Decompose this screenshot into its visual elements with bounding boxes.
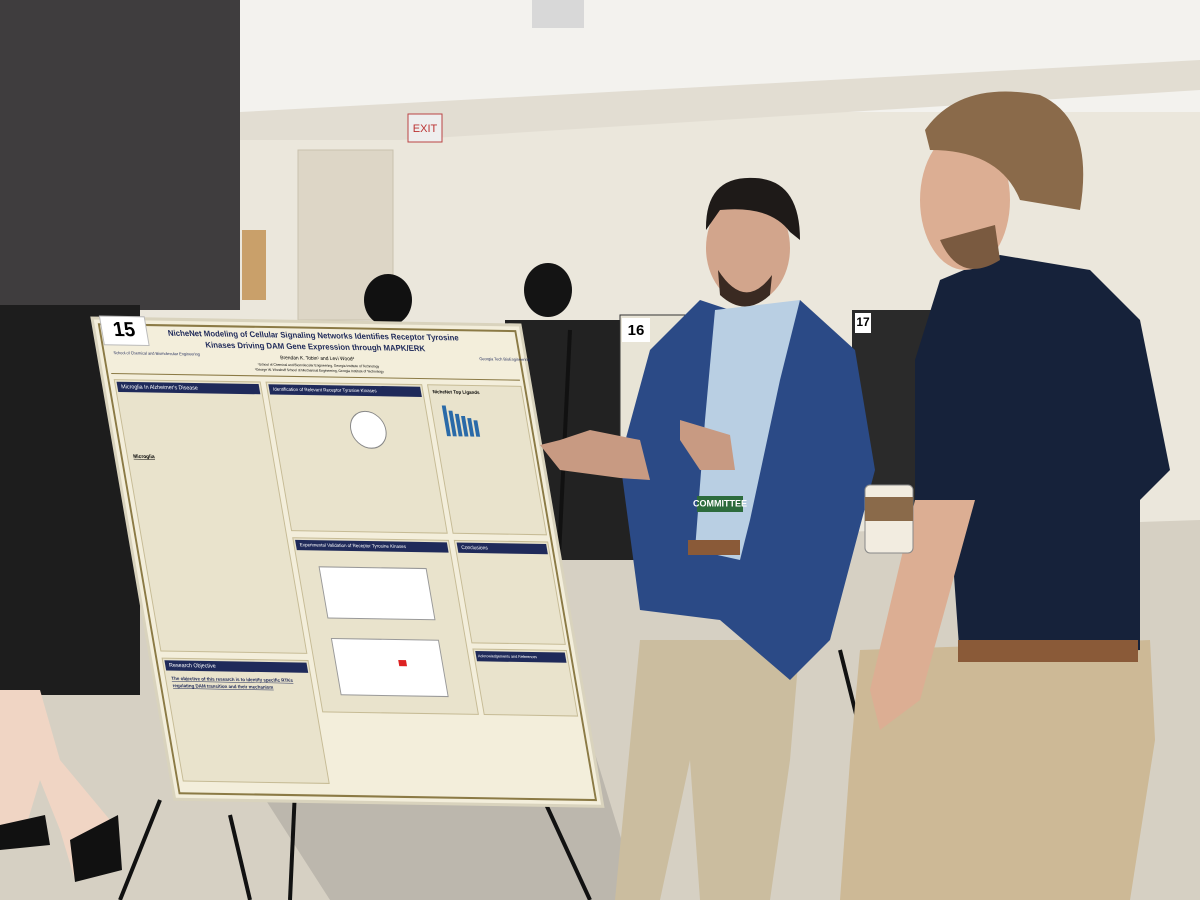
section-bar xyxy=(268,384,422,397)
figure-bar xyxy=(467,418,475,437)
objective: The objective of this research is to ide… xyxy=(171,676,294,683)
section-bar xyxy=(116,381,261,395)
section-heading: Acknowledgements and References xyxy=(478,654,538,659)
figure-bar xyxy=(441,405,451,437)
number-card-15 xyxy=(98,315,150,347)
poster-affiliation: ²George W. Woodruff School of Mechanical… xyxy=(255,368,385,374)
beard xyxy=(718,270,772,307)
section-heading: Microglia In Alzheimer's Disease xyxy=(121,384,199,391)
logo-left: School of Chemical and Biomolecular Engi… xyxy=(113,350,200,357)
poster-title: Kinases Driving DAM Gene Expression thro… xyxy=(205,340,426,353)
figure-bar xyxy=(473,420,481,437)
shirt xyxy=(695,300,800,560)
face xyxy=(706,193,790,303)
panel xyxy=(265,381,448,534)
figure xyxy=(330,637,449,698)
poster-border xyxy=(97,323,598,802)
exit-sign xyxy=(407,113,443,143)
subheading: Microglia xyxy=(133,454,156,460)
arm xyxy=(870,500,975,730)
polo xyxy=(915,255,1170,660)
shoes xyxy=(0,815,122,882)
listener xyxy=(840,91,1170,900)
figure-bar xyxy=(454,413,463,437)
board-number: 16 xyxy=(628,322,645,339)
trousers xyxy=(615,640,800,900)
hand xyxy=(540,430,650,480)
section-bar xyxy=(295,539,449,553)
hair xyxy=(705,177,800,240)
section-bar xyxy=(475,651,567,663)
poster-affiliation: ¹School of Chemical and Biomolecular Eng… xyxy=(257,363,379,369)
easel-leg xyxy=(118,799,162,900)
figure-marker xyxy=(398,660,408,667)
section-heading: Research Objective xyxy=(169,663,217,670)
logo-right: Georgia Tech BioEngineering xyxy=(479,356,530,362)
visitor-head xyxy=(364,274,412,326)
beard xyxy=(940,225,1000,269)
belt xyxy=(688,540,740,555)
divider xyxy=(111,372,520,381)
hand xyxy=(680,420,735,470)
badge xyxy=(697,496,743,512)
section-heading: Conclusions xyxy=(461,545,489,552)
figure xyxy=(318,566,436,621)
section-bar xyxy=(456,542,548,555)
exit-text: EXIT xyxy=(413,123,438,135)
hair xyxy=(925,91,1084,210)
panel xyxy=(453,539,566,645)
section-heading: Experimental Validation of Receptor Tyro… xyxy=(299,542,407,549)
panel xyxy=(113,379,308,654)
board-number: 15 xyxy=(111,319,136,342)
poster-authors: Brendan K. Tobin¹ and Levi Wood² xyxy=(280,355,355,362)
easel-leg xyxy=(288,789,297,900)
poster: 15 School of Chemical and Biomolecular E… xyxy=(90,315,605,808)
section-bar xyxy=(164,660,309,673)
figure-bar xyxy=(448,410,457,437)
panel xyxy=(161,657,330,784)
figure-bar xyxy=(461,415,469,437)
belt xyxy=(958,640,1138,662)
number-card-17 xyxy=(855,313,871,333)
figure-bars xyxy=(441,405,481,437)
panel xyxy=(472,648,579,717)
section-heading: NicheNet Top Ligands xyxy=(432,389,480,395)
section-heading: Identification of Relevant Receptor Tyro… xyxy=(273,387,378,394)
objective: regulating DAM transition and their mech… xyxy=(172,683,273,690)
easel-leg xyxy=(228,814,252,900)
trousers xyxy=(840,640,1155,900)
cup-sleeve xyxy=(865,497,913,521)
number-card-16 xyxy=(622,318,650,342)
network-figure xyxy=(350,410,387,449)
visitor-head xyxy=(524,263,572,317)
speaker xyxy=(532,0,584,28)
badge-text: COMMITTEE xyxy=(693,498,747,508)
presenter: COMMITTEE xyxy=(540,177,875,900)
pillar xyxy=(0,0,240,310)
board-number: 17 xyxy=(856,315,870,329)
door-wood xyxy=(242,230,266,300)
ceiling-grid xyxy=(240,60,1200,140)
